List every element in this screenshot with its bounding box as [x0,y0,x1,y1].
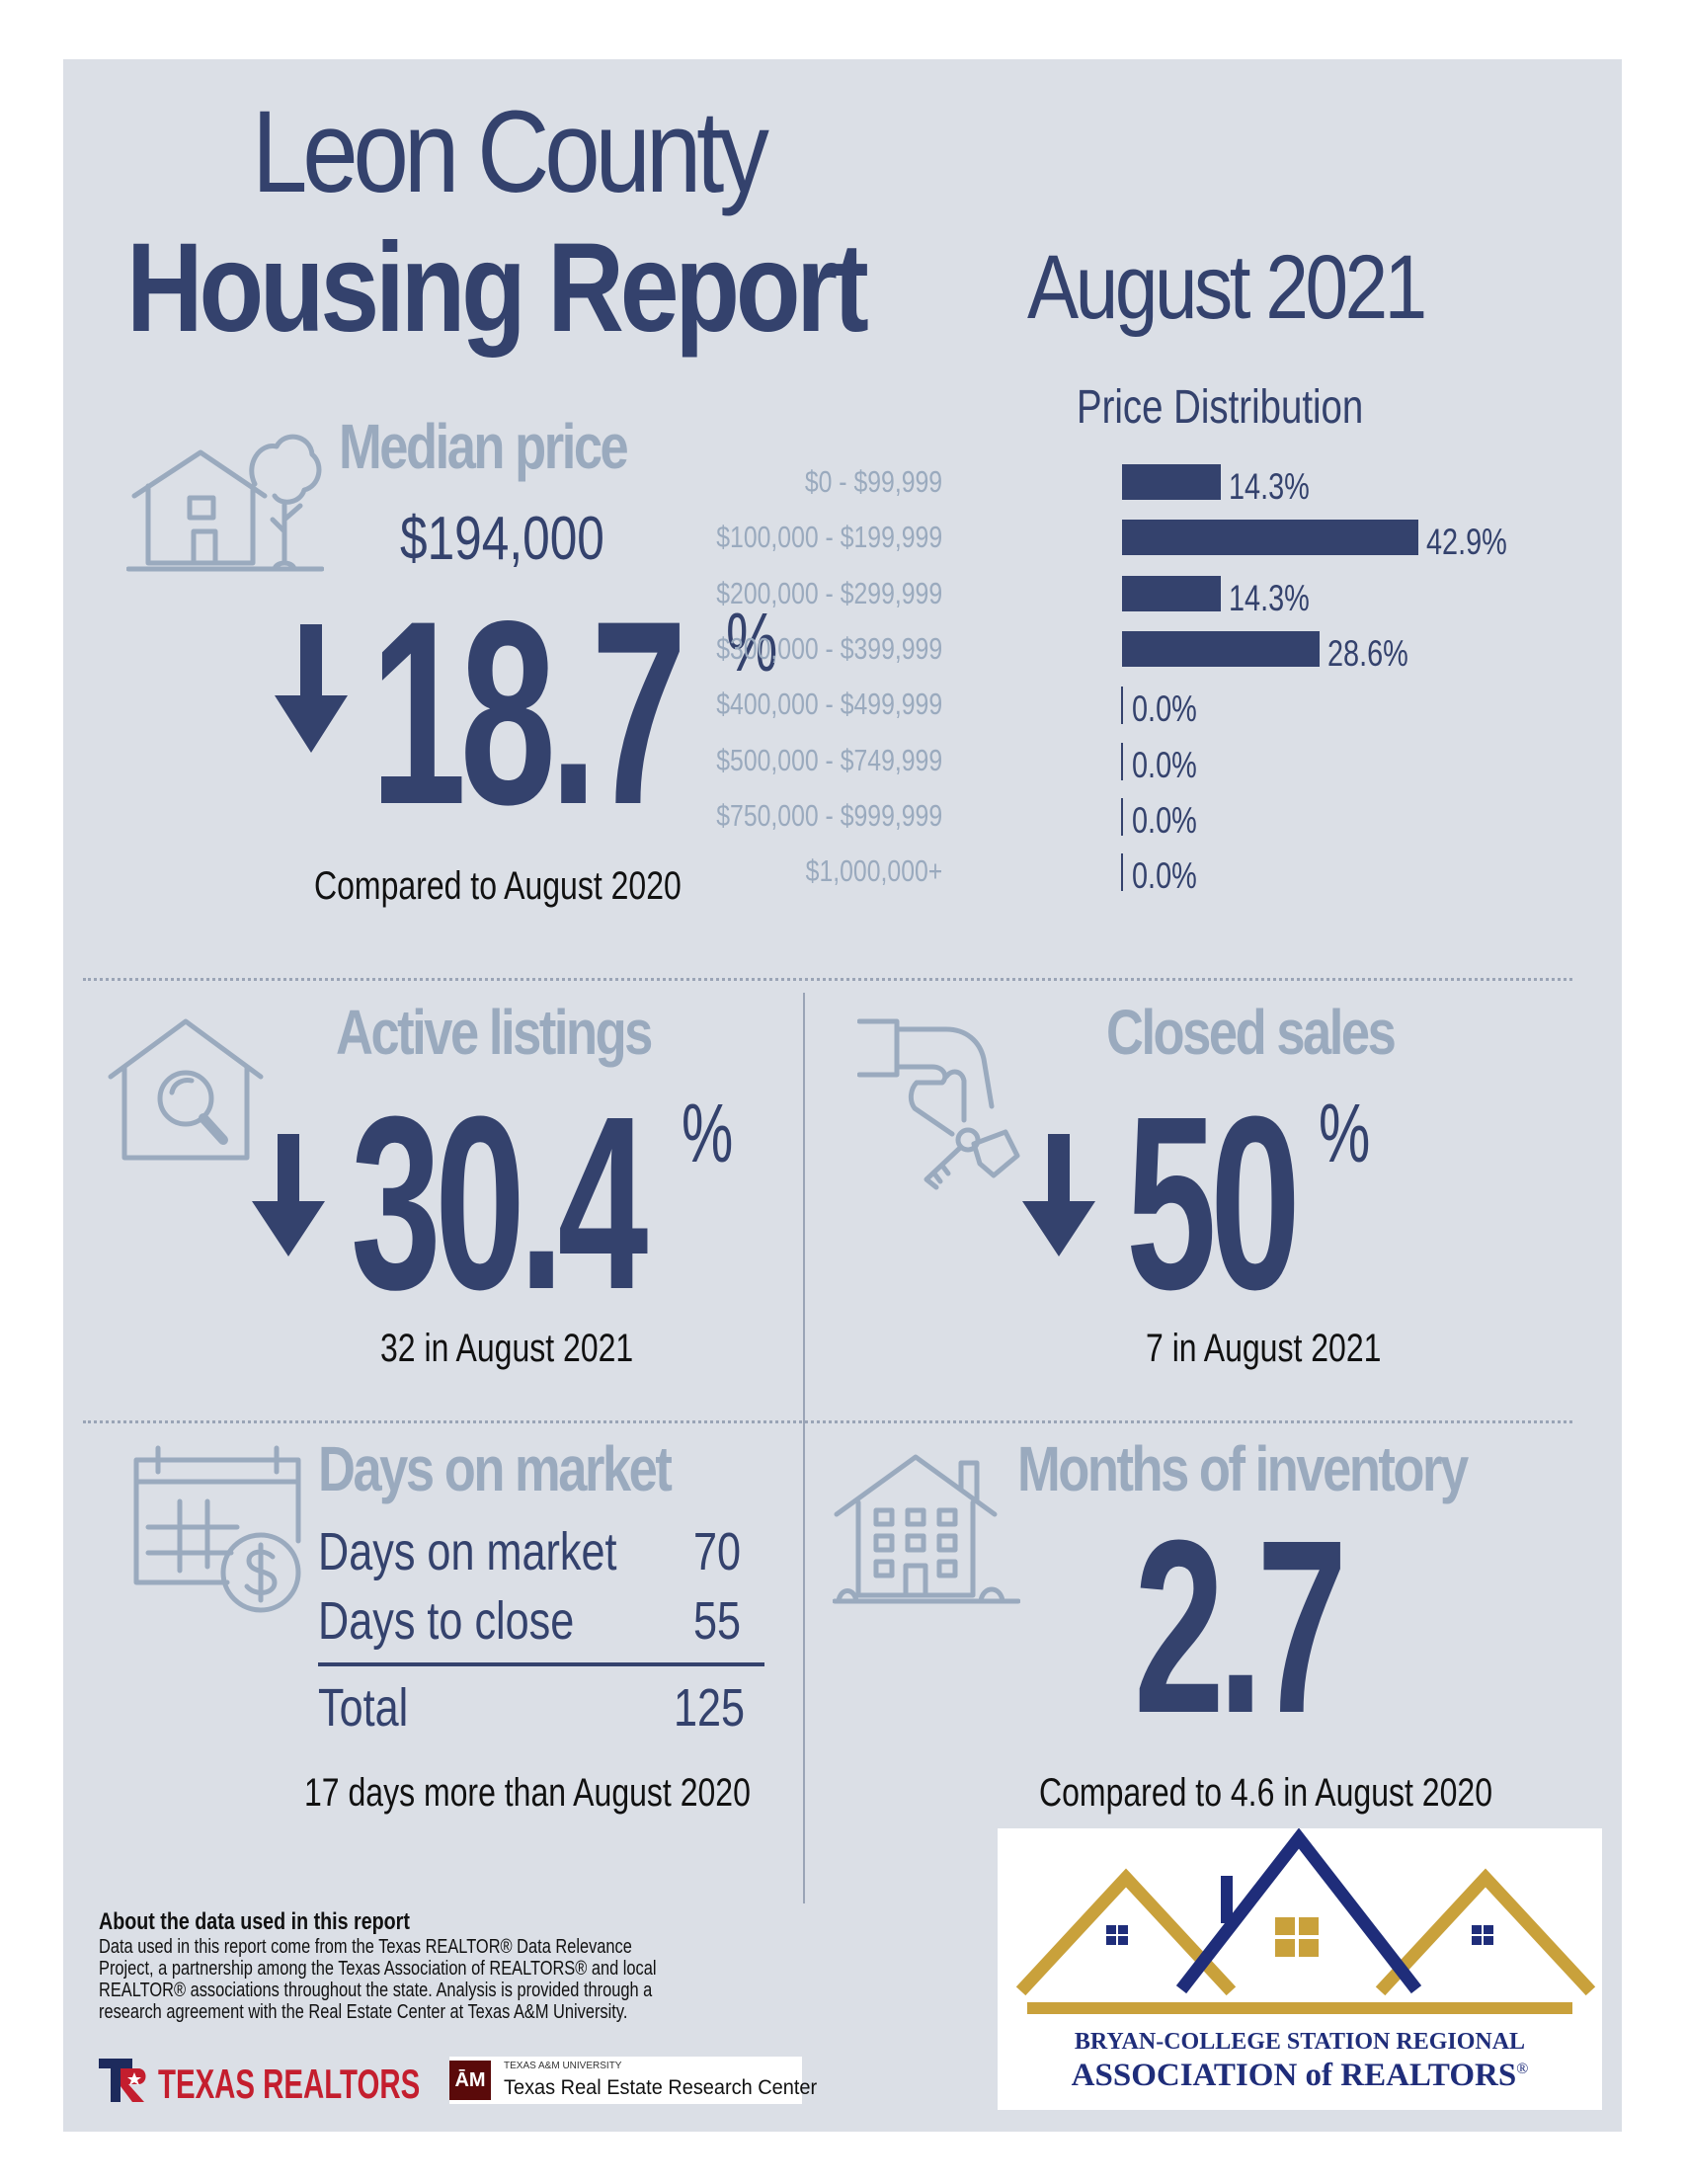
tamu-small-text: TEXAS A&M UNIVERSITY [504,2061,622,2071]
house-magnifier-icon [108,1018,264,1161]
down-arrow-icon [1022,1134,1095,1256]
total-row: Total 125 [318,1677,746,1739]
price-distribution-value: 0.0% [1132,688,1197,730]
price-distribution-value: 0.0% [1132,799,1197,841]
hand-keys-icon [857,1018,1020,1190]
association-logo: BRYAN-COLLEGE STATION REGIONAL ASSOCIATI… [998,1828,1602,2110]
price-distribution-value: 14.3% [1229,577,1310,618]
divider-middle [83,1420,1572,1423]
total-value: 125 [674,1678,746,1738]
price-distribution-value: 0.0% [1132,855,1197,897]
dom-row-value: 70 [693,1522,742,1581]
price-distribution-bar [1121,687,1123,725]
price-distribution-bar [1121,742,1123,780]
days-on-market-caption: 17 days more than August 2020 [304,1771,751,1815]
association-rooftops-icon [1015,1828,1596,2014]
price-distribution-value: 28.6% [1327,632,1408,674]
price-distribution-bar [1121,797,1123,836]
median-price-label: Median price [339,411,629,482]
active-listings-caption: 32 in August 2021 [380,1327,634,1370]
price-range-label: $750,000 - $999,999 [716,797,942,833]
down-arrow-icon [275,624,348,753]
price-distribution-bar [1121,853,1123,892]
title-county: Leon County [252,87,769,217]
texas-realtors-logo: TEXAS REALTORS [99,2057,420,2107]
price-distribution-row: $1,000,000+ 0.0% [805,849,1541,896]
price-distribution-row: $100,000 - $199,999 42.9% [716,516,1541,562]
association-line1: BRYAN-COLLEGE STATION REGIONAL [1074,2029,1526,2055]
apartment-house-icon [833,1454,1020,1604]
price-distribution-bar [1122,464,1221,500]
price-distribution-row: $0 - $99,999 14.3% [805,460,1541,507]
median-price-percent: % [726,596,778,688]
price-distribution-value: 14.3% [1229,466,1310,507]
divider-vertical [803,993,805,1903]
closed-sales-change: 50 [1126,1065,1301,1340]
dtc-row-value: 55 [693,1591,742,1651]
tamu-mark-icon: ĀM [449,2061,491,2100]
texas-realtors-text: TEXAS REALTORS [158,2061,421,2107]
price-distribution-title: Price Distribution [1077,381,1364,434]
association-line2-wrap: ASSOCIATION of REALTORS® [998,2058,1602,2094]
total-label: Total [318,1678,409,1738]
report-panel [63,59,1622,2132]
price-distribution-bar [1122,575,1221,611]
report-month: August 2021 [1027,237,1427,338]
tamu-logo: ĀM TEXAS A&M UNIVERSITY Texas Real Estat… [449,2057,817,2104]
price-distribution-value: 42.9% [1426,522,1507,563]
price-distribution-row: $500,000 - $749,999 0.0% [716,739,1541,785]
price-distribution-row: $750,000 - $999,999 0.0% [716,794,1541,841]
days-on-market-row: Days on market 70 [318,1521,743,1582]
price-distribution-row: $300,000 - $399,999 28.6% [716,627,1541,674]
price-distribution-bar [1122,630,1320,667]
days-to-close-row: Days to close 55 [318,1590,743,1652]
down-arrow-icon [252,1134,325,1256]
price-range-label: $1,000,000+ [805,853,942,889]
active-listings-percent: % [682,1087,734,1179]
price-distribution-value: 0.0% [1132,744,1197,785]
price-range-label: $300,000 - $399,999 [716,630,942,666]
days-on-market-label: Days on market [318,1433,673,1504]
active-listings-change: 30.4 [351,1065,648,1340]
texas-realtors-mark-icon [99,2059,146,2102]
closed-sales-caption: 7 in August 2021 [1146,1327,1382,1370]
total-rule [318,1662,764,1666]
median-price-caption: Compared to August 2020 [314,864,682,908]
calendar-dollar-icon [133,1445,301,1613]
closed-sales-percent: % [1319,1087,1371,1179]
price-range-label: $100,000 - $199,999 [716,520,942,555]
association-line2: ASSOCIATION of REALTORS [1071,2058,1517,2093]
price-distribution-bar [1122,520,1418,556]
months-inventory-caption: Compared to 4.6 in August 2020 [1039,1771,1492,1815]
dom-row-label: Days on market [318,1522,617,1581]
closed-sales-label: Closed sales [1106,997,1397,1068]
months-inventory-value: 2.7 [1134,1489,1347,1764]
price-range-label: $400,000 - $499,999 [716,687,942,722]
footer-body: Data used in this report come from the T… [99,1936,657,2023]
median-price-value: $194,000 [400,505,604,573]
price-distribution-row: $400,000 - $499,999 0.0% [716,683,1541,729]
active-listings-label: Active listings [336,997,653,1068]
house-tree-icon [126,434,324,572]
months-inventory-label: Months of inventory [1017,1433,1469,1504]
tamu-text: Texas Real Estate Research Center [504,2076,818,2099]
price-range-label: $0 - $99,999 [804,464,942,499]
price-range-label: $500,000 - $749,999 [716,742,942,777]
registered-mark: ® [1516,2061,1529,2077]
price-distribution-row: $200,000 - $299,999 14.3% [716,572,1541,618]
title-report: Housing Report [126,217,869,359]
dtc-row-label: Days to close [318,1591,575,1651]
divider-top [83,978,1572,981]
price-range-label: $200,000 - $299,999 [716,575,942,610]
median-price-change: 18.7 [370,567,687,859]
footer-heading: About the data used in this report [99,1908,410,1935]
